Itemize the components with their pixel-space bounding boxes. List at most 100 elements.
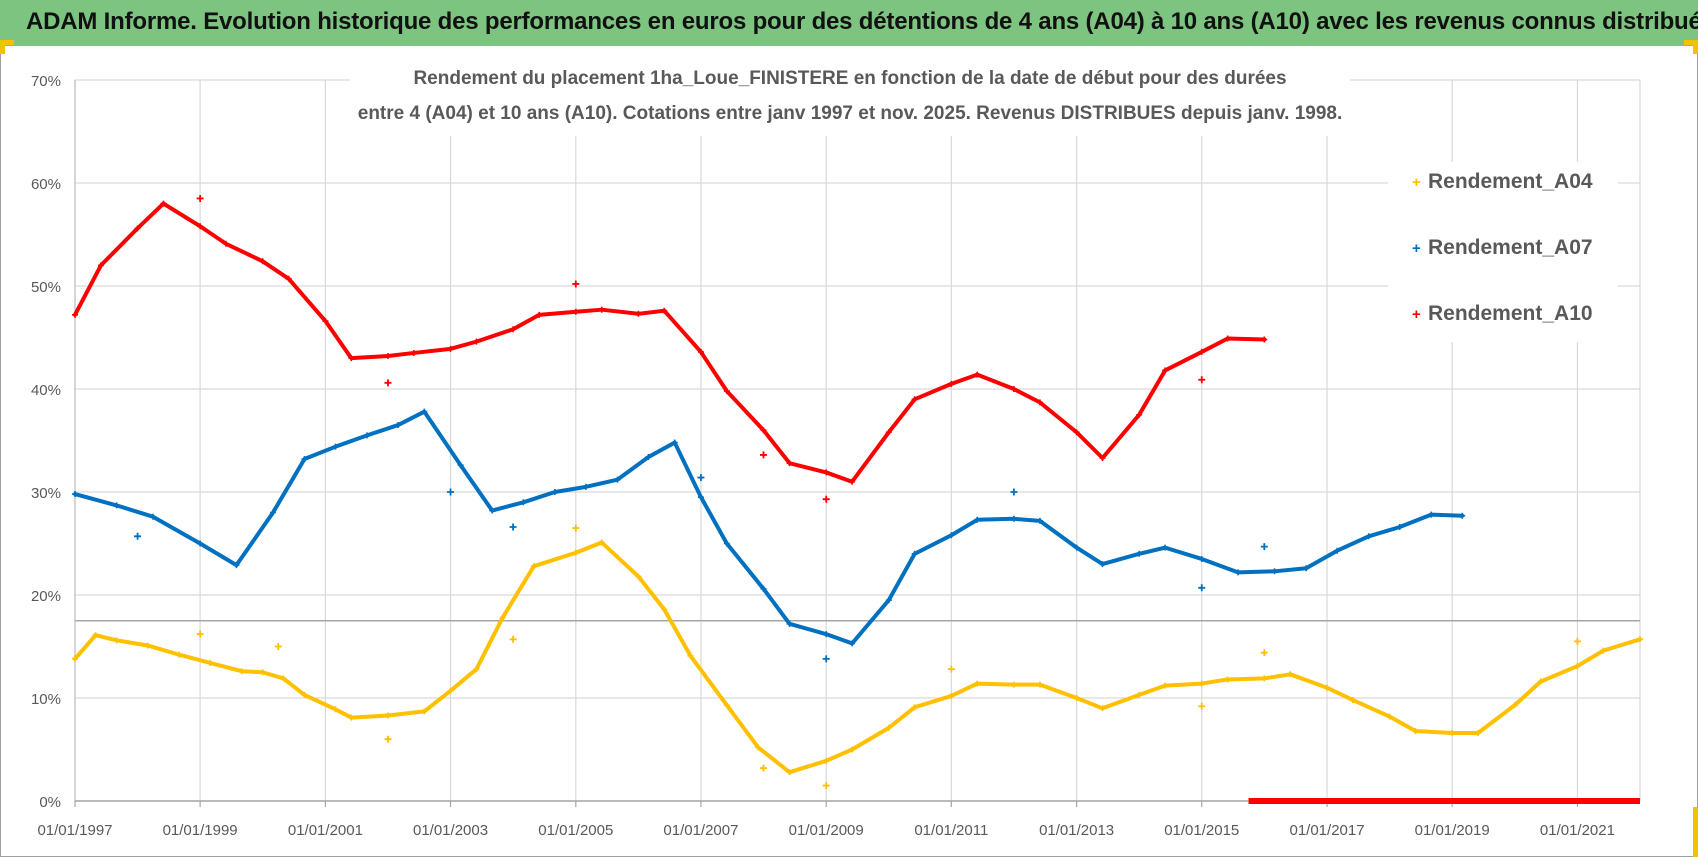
series [72, 194, 1643, 804]
data-point [72, 311, 78, 318]
y-tick-label: 10% [31, 691, 61, 708]
y-tick-label: 60% [31, 176, 61, 193]
data-point [1412, 727, 1419, 734]
data-point [1010, 681, 1017, 688]
y-tick-label: 20% [31, 588, 61, 605]
data-point [536, 311, 543, 318]
data-point [1271, 568, 1278, 575]
data-point [1600, 647, 1607, 654]
data-point [259, 258, 266, 265]
outlier-point [572, 524, 580, 532]
data-point [1349, 697, 1356, 704]
data-point [572, 549, 579, 556]
data-point [1324, 684, 1331, 691]
data-point [144, 642, 151, 649]
data-point [1099, 561, 1106, 568]
outlier-point [1198, 584, 1206, 592]
data-point [671, 439, 678, 446]
outlier-point [384, 379, 392, 387]
data-point [723, 702, 730, 709]
x-tick-label: 01/01/2011 [914, 822, 988, 839]
y-tick-label: 30% [31, 485, 61, 502]
corner-decoration [0, 40, 14, 45]
data-point [1036, 681, 1043, 688]
data-point [911, 550, 918, 557]
x-tick-label: 01/01/2003 [413, 822, 488, 839]
data-point [113, 637, 120, 644]
data-point [530, 563, 537, 570]
data-point [1162, 544, 1169, 551]
y-tick-label: 40% [31, 382, 61, 399]
legend: + Rendement_A04 + Rendement_A07 + Rendem… [1388, 162, 1618, 342]
data-point [1449, 730, 1456, 737]
legend-marker-a07: + [1412, 240, 1421, 257]
data-point [582, 483, 589, 490]
data-point [280, 675, 287, 682]
series-line-rendement-a10 [73, 201, 1267, 484]
y-tick-label: 70% [31, 73, 61, 90]
data-point [332, 443, 339, 450]
outlier-point [822, 655, 830, 663]
chart-title-box [350, 60, 1350, 136]
outlier-point [1573, 637, 1581, 645]
data-point [1073, 695, 1080, 701]
data-point [1637, 636, 1643, 643]
data-point [447, 687, 454, 694]
x-tick-label: 01/01/2013 [1039, 822, 1114, 839]
data-point [823, 757, 830, 764]
data-point [259, 669, 266, 676]
data-point [1334, 547, 1341, 554]
data-point [160, 200, 167, 207]
data-point [489, 507, 496, 514]
data-point [348, 714, 355, 721]
data-point [384, 353, 391, 360]
data-point [233, 562, 240, 569]
data-point [1198, 680, 1205, 687]
outlier-point [947, 665, 955, 673]
outlier-point [274, 643, 282, 650]
corner-decoration [1693, 40, 1698, 54]
series-line-rendement-a07 [73, 409, 1465, 646]
data-point [97, 262, 104, 269]
data-point [849, 746, 856, 753]
header-bar: ADAM Informe. Evolution historique des p… [0, 0, 1698, 46]
data-point [598, 306, 605, 313]
data-point [823, 469, 830, 476]
data-point [176, 651, 183, 658]
series-rendement-a10 [72, 194, 1640, 804]
outlier-point [1010, 488, 1018, 496]
series-rendement-a07 [72, 408, 1466, 663]
outlier-point [134, 532, 142, 540]
x-tick-label: 01/01/2021 [1540, 822, 1615, 839]
data-point [849, 640, 856, 647]
data-point [421, 408, 428, 415]
x-tick-label: 01/01/2007 [663, 822, 738, 839]
data-point [697, 494, 704, 501]
data-point [1010, 386, 1017, 392]
data-point [1475, 730, 1482, 737]
data-point [786, 769, 793, 776]
data-point [72, 655, 78, 662]
data-point [974, 371, 981, 378]
x-tick-label: 01/01/2017 [1289, 822, 1364, 839]
outlier-point [196, 194, 204, 202]
data-point [72, 491, 78, 498]
outlier-point [196, 630, 204, 638]
outlier-point [384, 735, 392, 743]
data-point [1224, 335, 1231, 342]
data-point [1136, 411, 1143, 418]
data-point [520, 499, 527, 506]
data-point [348, 355, 355, 362]
data-point [1386, 713, 1393, 720]
data-point [364, 432, 371, 439]
data-point [823, 631, 830, 638]
data-point [723, 388, 730, 395]
data-point [1036, 399, 1043, 406]
chart-title-line2: entre 4 (A04) et 10 ans (A10). Cotations… [357, 103, 1343, 124]
data-point [760, 427, 767, 434]
chart-title-line1: Rendement du placement 1ha_Loue_FINISTER… [413, 68, 1287, 89]
y-tick-label: 0% [39, 794, 61, 811]
data-point [1036, 517, 1043, 524]
data-point [447, 345, 454, 352]
